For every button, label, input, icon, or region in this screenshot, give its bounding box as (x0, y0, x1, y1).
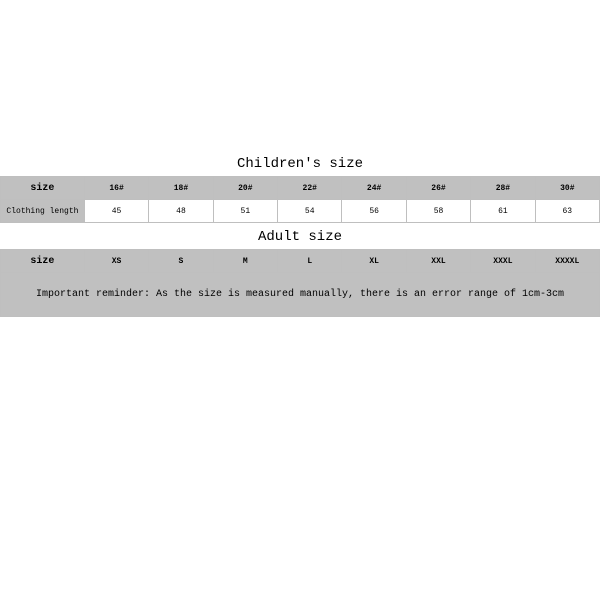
col-24: 24# (342, 177, 406, 200)
col-size: size (1, 250, 85, 273)
cell: 61 (471, 200, 535, 223)
col-26: 26# (406, 177, 470, 200)
table-row: Clothing length4548515456586163 (1, 200, 600, 223)
cell: 51 (213, 200, 277, 223)
col-xl: XL (342, 250, 406, 273)
adult-header-row: size XS S M L XL XXL XXXL XXXXL (1, 250, 600, 273)
col-xs: XS (84, 250, 148, 273)
col-s: S (149, 250, 213, 273)
col-30: 30# (535, 177, 599, 200)
footer-reminder: Important reminder: As the size is measu… (0, 273, 600, 317)
cell: 58 (406, 200, 470, 223)
col-xxxl: XXXL (471, 250, 535, 273)
cell: 54 (278, 200, 342, 223)
col-28: 28# (471, 177, 535, 200)
children-body: Clothing length4548515456586163 (1, 200, 600, 223)
cell: 48 (149, 200, 213, 223)
col-16: 16# (84, 177, 148, 200)
children-title: Children's size (0, 150, 600, 176)
col-xxxxl: XXXXL (535, 250, 599, 273)
children-header-row: size 16# 18# 20# 22# 24# 26# 28# 30# (1, 177, 600, 200)
col-22: 22# (278, 177, 342, 200)
col-m: M (213, 250, 277, 273)
col-size: size (1, 177, 85, 200)
row-label: Clothing length (1, 200, 85, 223)
adult-title: Adult size (0, 223, 600, 249)
adult-size-table: size XS S M L XL XXL XXXL XXXXL (0, 249, 600, 273)
col-l: L (278, 250, 342, 273)
size-chart-container: Children's size size 16# 18# 20# 22# 24#… (0, 0, 600, 600)
col-18: 18# (149, 177, 213, 200)
col-xxl: XXL (406, 250, 470, 273)
cell: 56 (342, 200, 406, 223)
cell: 63 (535, 200, 599, 223)
children-size-table: size 16# 18# 20# 22# 24# 26# 28# 30# Clo… (0, 176, 600, 223)
col-20: 20# (213, 177, 277, 200)
cell: 45 (84, 200, 148, 223)
